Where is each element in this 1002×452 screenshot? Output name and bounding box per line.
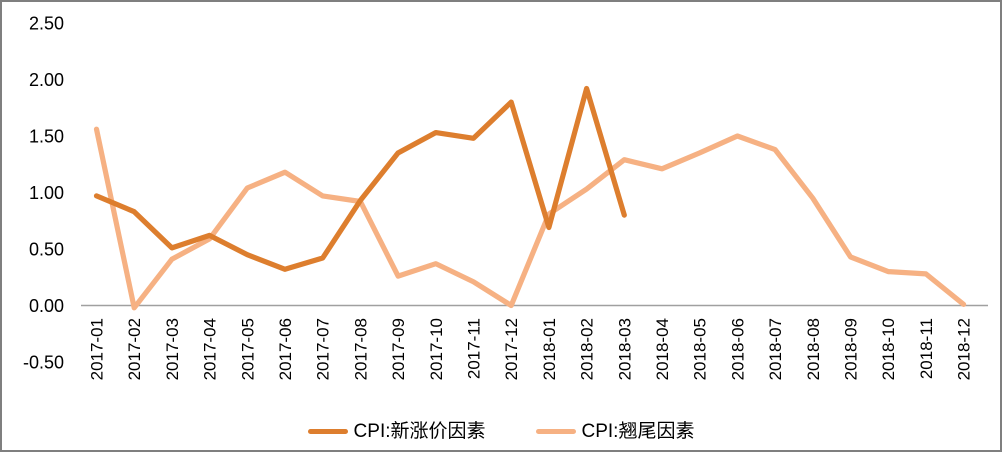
series-line-1 xyxy=(93,126,967,311)
legend-item-cpi-new-price-factor: CPI:新涨价因素 xyxy=(307,421,486,442)
y-axis-tick-label: 2.50 xyxy=(29,14,64,34)
legend-line-sample-carryover-factor xyxy=(535,429,576,434)
x-axis-tick-label: 2018-05 xyxy=(691,318,710,380)
y-axis-tick-label: 0.00 xyxy=(29,296,64,316)
legend-label-new-price-factor: CPI:新涨价因素 xyxy=(353,421,486,442)
x-axis-tick-label: 2017-11 xyxy=(465,318,484,379)
x-axis-tick-label: 2017-05 xyxy=(238,318,257,380)
x-axis-tick-label: 2017-06 xyxy=(276,318,295,380)
x-axis-tick-label: 2017-08 xyxy=(351,318,370,380)
y-axis-tick-label: 1.50 xyxy=(29,127,64,147)
legend-item-cpi-carryover-factor: CPI:翘尾因素 xyxy=(535,421,695,442)
x-axis-tick-label: 2017-03 xyxy=(163,318,182,380)
x-axis-tick-label: 2018-07 xyxy=(766,318,785,380)
x-axis-tick-label: 2017-09 xyxy=(389,318,408,380)
x-axis-tick-label: 2017-10 xyxy=(427,318,446,380)
x-axis-tick-label: 2018-01 xyxy=(540,318,559,380)
y-axis-tick-label: 2.00 xyxy=(29,70,64,90)
x-axis-tick-label: 2017-02 xyxy=(125,318,144,380)
x-axis-tick-label: 2018-02 xyxy=(578,318,597,380)
series-line-0 xyxy=(93,85,627,272)
x-axis-tick-label: 2017-12 xyxy=(502,318,521,380)
x-axis-tick-label: 2018-04 xyxy=(653,318,672,380)
y-axis-tick-label: 1.00 xyxy=(29,183,64,203)
x-axis-tick-label: 2017-01 xyxy=(88,318,107,380)
legend-line-sample-new-price-factor xyxy=(307,429,348,434)
chart-legend: CPI:新涨价因素 CPI:翘尾因素 xyxy=(2,422,1000,441)
x-axis-tick-label: 2018-03 xyxy=(615,318,634,380)
y-axis-tick-label: 0.50 xyxy=(29,240,64,260)
x-axis-tick-label: 2018-11 xyxy=(917,318,936,379)
x-axis-tick-label: 2018-10 xyxy=(879,318,898,380)
x-axis-tick-label: 2017-04 xyxy=(201,318,220,380)
x-axis-tick-label: 2018-12 xyxy=(955,318,974,380)
x-axis-tick-label: 2017-07 xyxy=(314,318,333,380)
x-axis-tick-label: 2018-08 xyxy=(804,318,823,380)
legend-label-carryover-factor: CPI:翘尾因素 xyxy=(581,421,695,442)
y-axis-tick-label: -0.50 xyxy=(23,353,64,373)
x-axis-tick-label: 2018-06 xyxy=(728,318,747,380)
x-axis-tick-label: 2018-09 xyxy=(842,318,861,380)
